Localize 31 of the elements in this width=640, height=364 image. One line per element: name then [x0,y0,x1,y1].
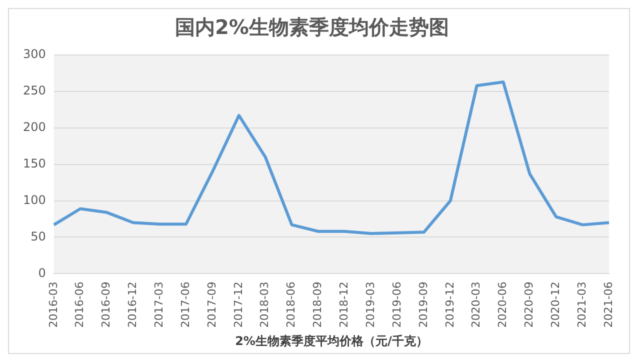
x-tick-label: 2020-09 [522,282,536,328]
y-tick-label: 150 [23,156,46,170]
x-tick-label: 2018-09 [311,282,324,328]
x-tick-label: 2017-12 [232,282,245,328]
x-tick-label: 2020-03 [470,282,483,328]
x-tick-label: 2016-09 [100,282,113,328]
x-tick-label: 2021-03 [575,282,588,328]
x-tick-label: 2021-06 [602,282,615,328]
x-tick-label: 2016-03 [46,282,60,328]
x-tick-label: 2017-06 [178,282,192,328]
x-tick-label: 2017-03 [152,282,166,328]
x-tick-label: 2019-12 [443,282,456,328]
x-tick-label: 2019-06 [390,282,404,328]
x-tick-label: 2020-12 [548,282,562,328]
x-tick-label: 2016-12 [126,282,140,328]
x-tick-label: 2017-09 [205,282,218,328]
y-tick-label: 50 [30,229,46,244]
x-tick-label: 2018-03 [258,282,272,328]
x-tick-label: 2018-06 [284,282,298,328]
y-tick-label: 250 [23,84,46,98]
x-tick-label: 2019-09 [416,282,430,328]
x-tick-label: 2016-06 [73,282,86,328]
y-tick-label: 300 [23,47,46,62]
y-tick-label: 100 [23,192,46,207]
y-tick-label: 0 [38,266,46,280]
chart-title: 国内2%生物素季度均价走势图 [175,15,449,40]
x-tick-label: 2020-06 [496,282,510,328]
x-tick-label: 2018-12 [338,282,351,328]
x-tick-label: 2019-03 [364,282,377,328]
y-tick-label: 200 [23,120,46,134]
x-axis-title: 2%生物素季度平均价格（元/千克） [235,334,428,348]
